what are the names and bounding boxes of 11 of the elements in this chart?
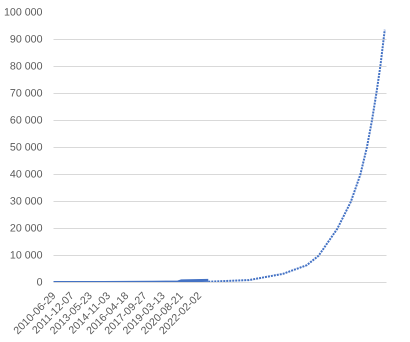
y-tick-label: 10 000 (10, 250, 43, 262)
y-tick-label: 90 000 (10, 34, 43, 46)
y-tick-label: 20 000 (10, 222, 43, 234)
y-tick-label: 50 000 (10, 142, 43, 154)
y-tick-label: 80 000 (10, 60, 43, 72)
y-tick-label: 30 000 (10, 196, 43, 208)
y-tick-label: 70 000 (10, 88, 43, 100)
y-tick-label: 0 (36, 276, 43, 288)
y-tick-label: 100 000 (4, 6, 43, 18)
y-tick-label: 60 000 (10, 114, 43, 126)
y-tick-label: 40 000 (10, 168, 43, 180)
